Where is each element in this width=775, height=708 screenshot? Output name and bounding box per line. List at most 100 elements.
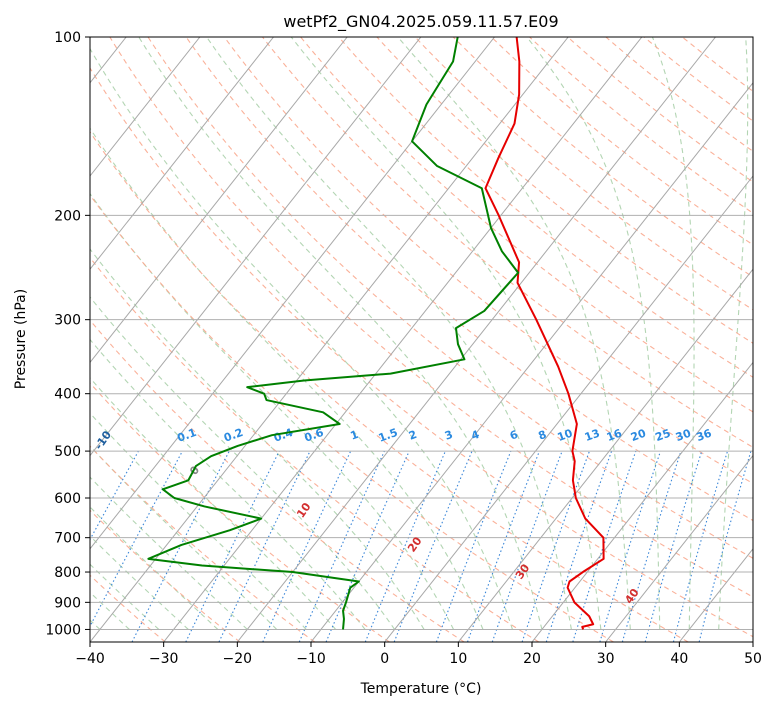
mixing-ratio-label: 10 — [556, 426, 575, 444]
mixing-ratio-label: 0.1 — [175, 426, 198, 445]
x-tick-label: 40 — [670, 651, 688, 667]
moist-adiabat — [90, 47, 513, 630]
dry-adiabat — [90, 319, 465, 642]
dry-adiabat — [567, 37, 753, 183]
x-tick-label: −20 — [223, 651, 253, 667]
moist-adiabat — [526, 37, 661, 630]
moist-adiabat — [206, 37, 572, 630]
dry-adiabat — [90, 509, 241, 642]
mixing-ratio-line — [572, 450, 637, 642]
x-tick-label: 0 — [380, 651, 389, 667]
chart-title: wetPf2_GN04.2025.059.11.57.E09 — [283, 12, 558, 32]
mixing-ratio-label: 16 — [605, 426, 624, 444]
moist-adiabat — [90, 248, 425, 630]
dry-adiabat — [338, 37, 753, 378]
mixing-ratio-label: 6 — [508, 428, 520, 443]
isotherm — [163, 37, 643, 642]
mixing-ratio-label: 4 — [469, 428, 481, 443]
y-tick-label: 200 — [54, 208, 81, 224]
mixing-ratio-label: 1 — [349, 428, 361, 443]
background-lines — [90, 37, 753, 642]
y-tick-label: 100 — [54, 30, 81, 46]
mixing-ratio-line — [466, 450, 540, 642]
isotherm — [90, 37, 348, 364]
mixing-ratio-line — [90, 450, 139, 541]
mixing-ratio-label: 36 — [695, 426, 714, 444]
moist-adiabat — [90, 377, 337, 630]
mixing-ratio-label: 25 — [653, 427, 672, 444]
dry-adiabat-label: 0 — [187, 463, 202, 477]
moist-adiabat — [397, 37, 631, 630]
mixing-ratio-line — [325, 450, 410, 642]
y-tick-label: 900 — [54, 595, 81, 611]
mixing-ratio-line — [364, 450, 446, 642]
plot-frame — [89, 36, 754, 643]
moist-adiabat — [90, 412, 307, 630]
dry-adiabat-label: 40 — [622, 586, 642, 606]
moist-adiabat — [90, 445, 278, 630]
mixing-ratio-label: 8 — [537, 428, 549, 443]
mixing-ratio-line — [491, 450, 563, 642]
y-tick-label: 1000 — [45, 622, 81, 638]
mixing-ratio-label: 13 — [583, 427, 602, 444]
mixing-ratio-line — [298, 450, 385, 642]
mixing-ratio-line — [672, 450, 729, 642]
isotherm — [457, 268, 753, 642]
x-tick-label: −40 — [75, 651, 105, 667]
dry-adiabat — [452, 37, 753, 278]
mixing-ratio-line — [644, 450, 703, 642]
mixing-ratio-line — [435, 450, 512, 642]
moist-adiabat — [290, 37, 602, 630]
moist-adiabat — [651, 37, 695, 630]
mixing-ratio-label: 0.6 — [303, 426, 326, 445]
y-tick-label: 700 — [54, 531, 81, 547]
isotherm — [90, 37, 274, 271]
dry-adiabat — [185, 37, 753, 522]
dry-adiabat — [147, 37, 753, 559]
isotherm — [384, 175, 753, 642]
isotherm — [605, 454, 753, 642]
x-tick-label: 20 — [523, 651, 541, 667]
dry-adiabat — [605, 37, 753, 152]
mixing-ratio-line — [521, 450, 590, 642]
moist-adiabat — [90, 127, 484, 630]
x-axis-title: Temperature (°C) — [360, 681, 482, 697]
mixing-ratio-label: 1.5 — [377, 426, 400, 445]
dry-adiabat — [90, 67, 753, 638]
dry-adiabat — [90, 382, 390, 642]
dry-adiabat-labels: -100-90-80-70-60-50-40-30-20-10010203040… — [3, 394, 714, 607]
y-axis-title: Pressure (hPa) — [13, 289, 29, 389]
y-tick-label: 800 — [54, 565, 81, 581]
dewpoint-line — [147, 37, 520, 630]
mixing-ratio-line — [185, 450, 280, 642]
isotherm — [90, 37, 422, 457]
isotherm — [752, 641, 753, 642]
dry-adiabat — [262, 37, 753, 448]
x-tick-label: −10 — [296, 651, 326, 667]
mixing-ratio-label: 30 — [674, 426, 693, 444]
dry-adiabat-label: -20 — [3, 394, 25, 418]
dry-adiabat — [90, 130, 689, 642]
mixing-ratio-label: 0.2 — [222, 426, 245, 445]
dry-adiabat — [90, 445, 316, 642]
mixing-ratio-label: 2 — [407, 428, 419, 443]
mixing-ratio-label: 3 — [443, 428, 455, 443]
mixing-ratio-line — [90, 450, 183, 628]
mixing-ratio-line — [621, 450, 682, 642]
moist-adiabat — [138, 37, 543, 630]
mixing-ratio-line — [698, 450, 752, 642]
isotherm — [236, 37, 716, 642]
dry-adiabat — [300, 37, 753, 413]
isotherm — [310, 81, 753, 642]
isotherm — [90, 37, 569, 642]
mixing-ratio-line — [131, 450, 230, 642]
dry-adiabat — [90, 194, 614, 642]
x-tick-label: 10 — [449, 651, 467, 667]
x-tick-label: 30 — [597, 651, 615, 667]
x-tick-label: 50 — [744, 651, 762, 667]
temperature-line — [484, 37, 605, 630]
moist-adiabat — [718, 37, 749, 630]
dry-adiabat — [491, 37, 753, 246]
dry-adiabat — [90, 256, 540, 642]
